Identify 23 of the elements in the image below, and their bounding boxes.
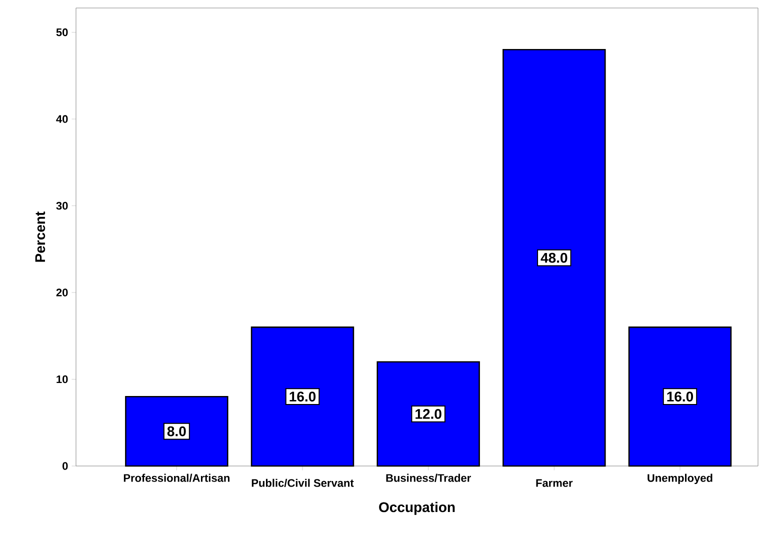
y-tick-label: 40 [56,115,68,123]
bar [376,361,480,467]
data-label: 48.0 [540,252,568,263]
y-axis-title: Percent [35,212,46,262]
y-tick-label: 20 [56,288,68,296]
bar [502,48,606,467]
x-tick-label: Business/Trader [386,474,471,482]
x-tick-label: Unemployed [648,474,712,484]
data-label: 16.0 [667,392,694,402]
bar [628,326,732,467]
x-tick-label: Professional/Artisan [124,474,230,482]
y-tick-label: 0 [62,462,68,470]
x-tick-label: Farmer [536,479,573,487]
x-axis-title: Occupation [379,502,455,515]
y-tick-label: 30 [56,202,68,210]
data-label: 16.0 [290,392,316,402]
bar [250,326,354,467]
data-label: 12.0 [416,408,442,419]
data-label: 8.0 [167,426,186,436]
x-tick-label: Public/Civil Servant [252,478,354,488]
y-tick-label: 10 [56,375,68,384]
bar [125,396,228,467]
y-tick-label: 50 [56,28,68,36]
